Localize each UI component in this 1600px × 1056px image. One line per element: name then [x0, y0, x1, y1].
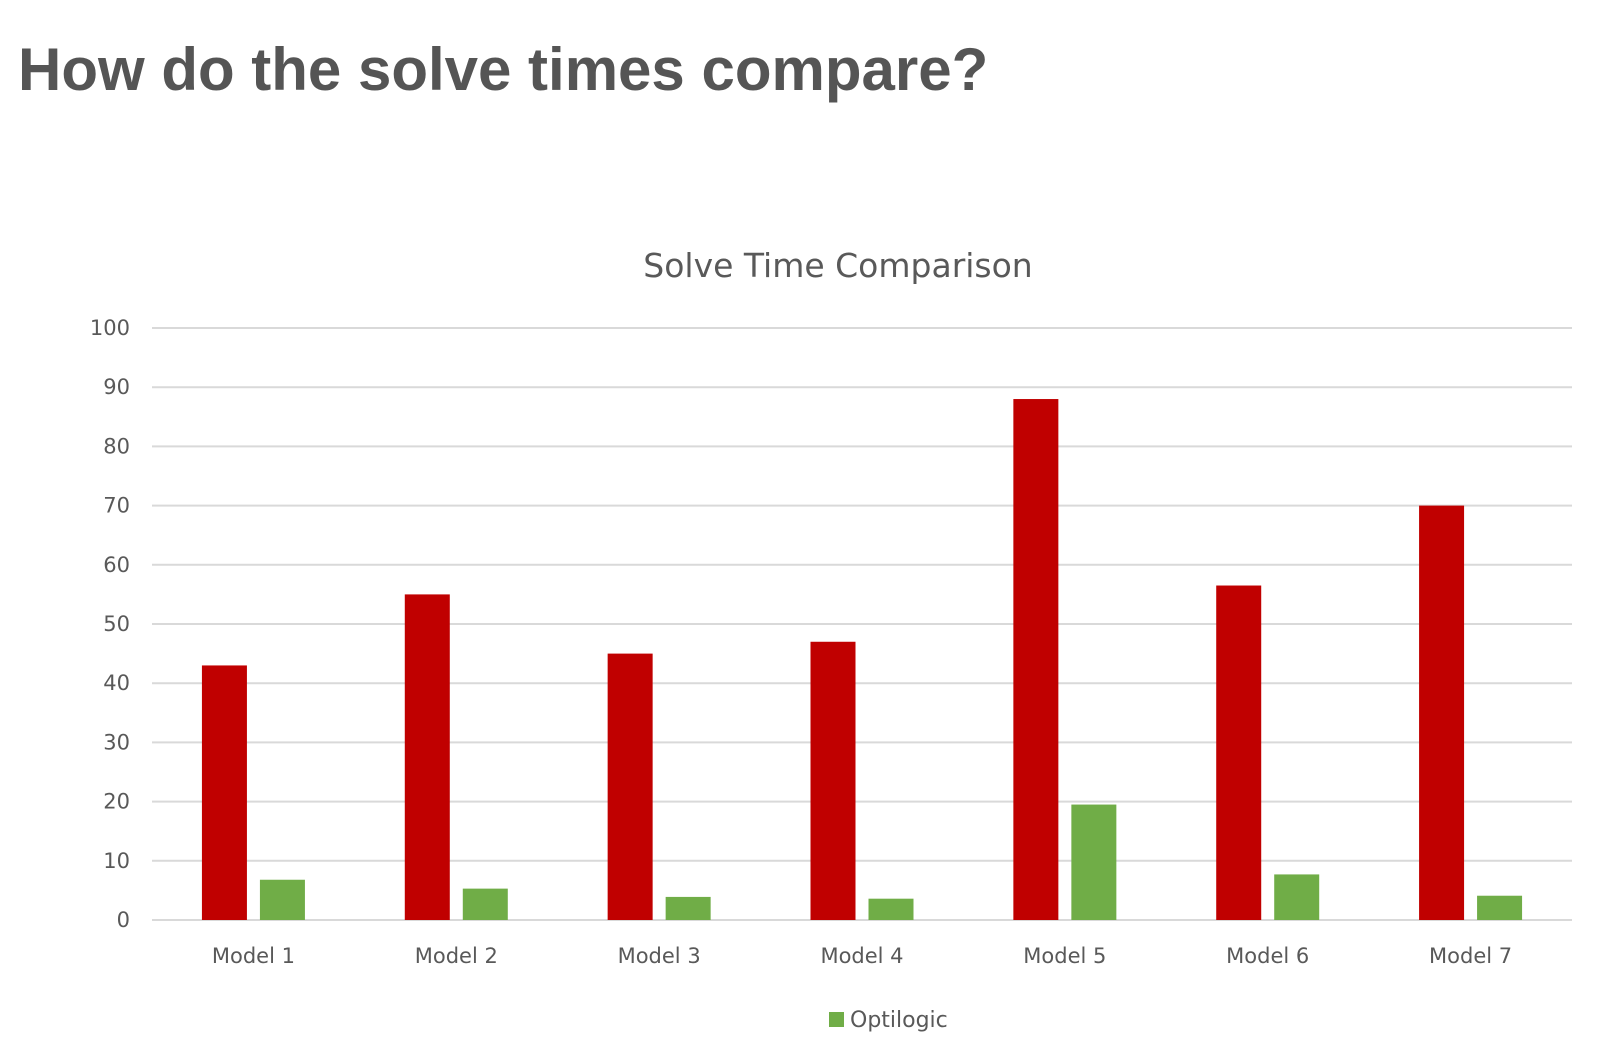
legend-swatch [829, 1012, 844, 1027]
bar-series-1-model-7 [1419, 505, 1465, 920]
y-tick-label: 70 [103, 494, 130, 518]
bar-series-1-model-4 [810, 641, 856, 920]
legend-label: Optilogic [850, 1008, 948, 1033]
gridlines [152, 327, 1572, 921]
bar-series-1-model-1 [201, 665, 247, 920]
y-tick-label: 0 [117, 908, 130, 932]
y-tick-label: 10 [103, 849, 130, 873]
y-tick-label: 90 [103, 375, 130, 399]
bar-series-2-model-7 [1477, 895, 1523, 920]
y-axis-tick-labels: 0 10 20 30 40 50 60 70 80 90 100 [90, 316, 130, 932]
page-title: How do the solve times compare? [18, 36, 989, 103]
x-tick-label: Model 5 [1023, 944, 1106, 968]
y-tick-label: 100 [90, 316, 130, 340]
x-tick-label: Model 4 [820, 944, 903, 968]
y-tick-label: 40 [103, 671, 130, 695]
x-tick-label: Model 1 [212, 944, 295, 968]
bar-series-2-model-1 [259, 879, 305, 920]
x-axis-tick-labels: Model 1 Model 2 Model 3 Model 4 Model 5 Model… [212, 944, 1512, 968]
bar-series-2-model-2 [462, 888, 508, 920]
bars [201, 399, 1523, 920]
y-tick-label: 50 [103, 612, 130, 636]
y-tick-label: 80 [103, 434, 130, 458]
y-tick-label: 20 [103, 790, 130, 814]
bar-series-1-model-6 [1216, 585, 1262, 920]
bar-series-2-model-3 [665, 896, 711, 920]
bar-series-2-model-6 [1274, 874, 1320, 920]
bar-series-1-model-5 [1013, 399, 1059, 920]
x-tick-label: Model 7 [1429, 944, 1512, 968]
bar-series-2-model-5 [1071, 804, 1117, 920]
chart-title: Solve Time Comparison [643, 246, 1032, 285]
legend: Optilogic [829, 1008, 948, 1033]
x-tick-label: Model 3 [618, 944, 701, 968]
x-tick-label: Model 2 [415, 944, 498, 968]
bar-series-1-model-3 [607, 653, 653, 920]
x-tick-label: Model 6 [1226, 944, 1309, 968]
y-tick-label: 60 [103, 553, 130, 577]
bar-series-2-model-4 [868, 898, 914, 920]
bar-series-1-model-2 [404, 594, 450, 920]
y-tick-label: 30 [103, 730, 130, 754]
